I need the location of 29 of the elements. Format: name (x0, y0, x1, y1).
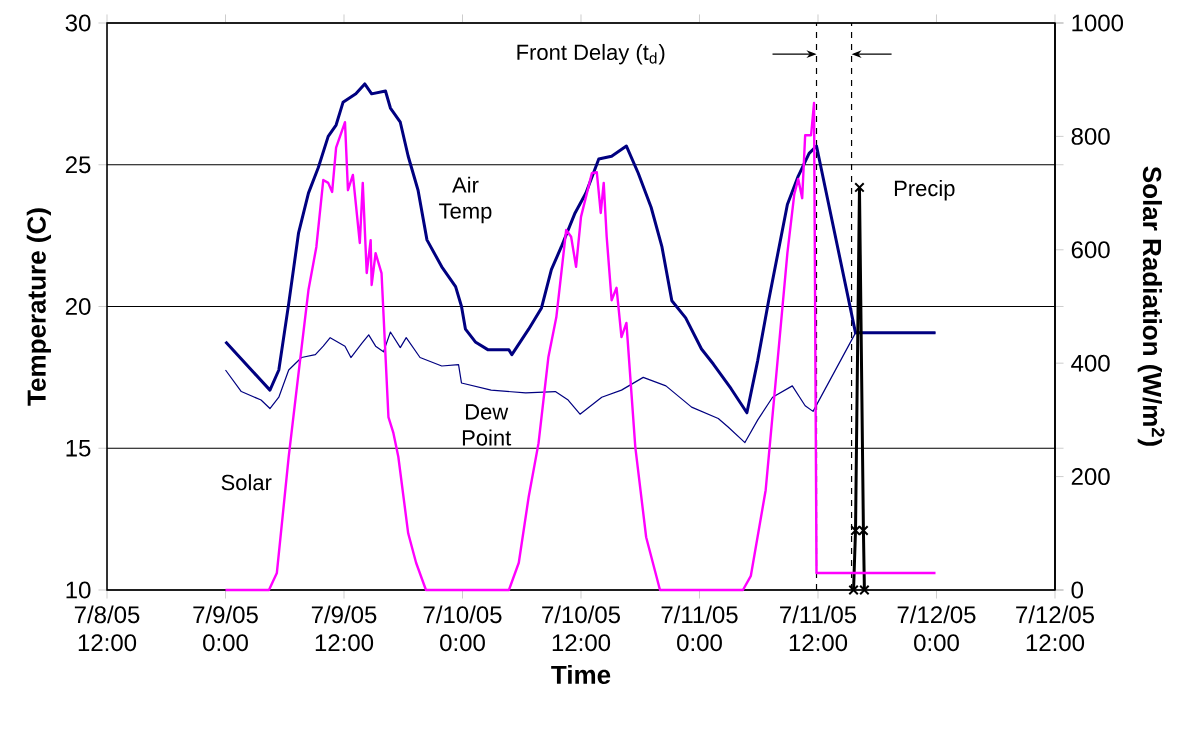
point (854, 182, 865, 193)
y2-tick-label: 800 (1071, 127, 1110, 145)
x-tick-label: 7/10/05 12:00 (542, 605, 621, 652)
annotation: Front Delay (t$_{d}$) (517, 43, 665, 65)
y-tick-label: 30 (65, 14, 91, 32)
x-tick-label: 7/9/05 0:00 (193, 605, 258, 652)
y2-tick-label: 400 (1071, 354, 1110, 372)
y-tick-label: 10 (66, 581, 91, 599)
x-tick-label: 7/12/05 0:00 (897, 605, 976, 652)
x-tick-label: 7/11/05 0:00 (661, 605, 738, 652)
series-label: Solar (221, 474, 272, 491)
y-axis-title: Temperature (C) (26, 208, 51, 406)
y2-tick-label: 1000 (1072, 14, 1124, 32)
x-tick-label: 7/9/05 12:00 (311, 605, 377, 652)
x-tick-label: 7/8/05 12:00 (74, 605, 140, 652)
series-label: Air Temp (439, 176, 492, 224)
y2-axis-title: Solar Radiation (W/m$^{2}$) (1137, 166, 1165, 446)
y2-tick-label: 0 (1071, 581, 1084, 599)
y2-tick-label: 600 (1071, 241, 1110, 259)
x-tick-label: 7/12/05 12:00 (1016, 605, 1094, 652)
x-axis-title: Time (551, 664, 611, 685)
x-tick-label: 7/10/05 0:00 (423, 605, 502, 652)
y2-tick-label: 200 (1071, 468, 1110, 486)
series-label: Precip (894, 180, 955, 201)
x-tick-label: 7/11/05 12:00 (780, 605, 857, 652)
y-tick-label: 20 (65, 298, 91, 315)
y-tick-label: 15 (66, 439, 91, 457)
y-tick-label: 25 (65, 156, 91, 174)
series-label: Dew Point (462, 404, 512, 446)
